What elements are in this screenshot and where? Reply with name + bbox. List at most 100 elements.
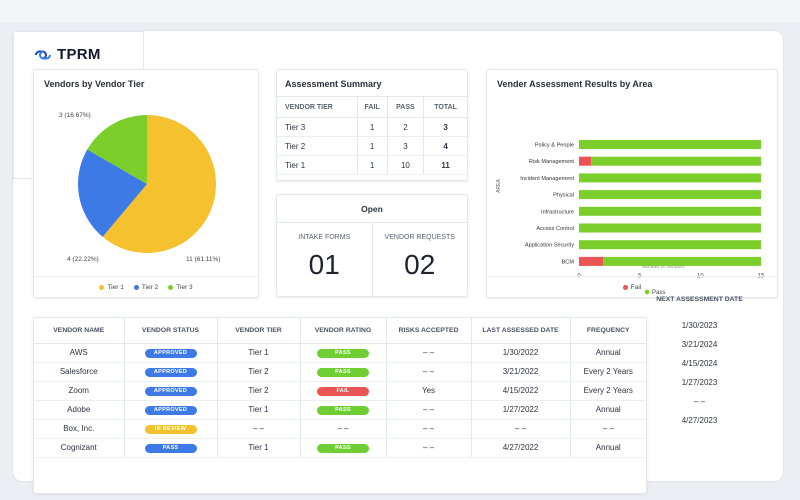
col-header-risks-accepted[interactable]: RISKS ACCEPTED xyxy=(385,318,471,344)
frequency: Annual xyxy=(569,400,646,420)
table-row[interactable]: Zoom APPROVED Tier 2 FAIL Yes 4/15/2022 Every … xyxy=(34,381,646,401)
next-assessment-date: 3/21/2024 xyxy=(681,340,718,349)
bar-pass[interactable] xyxy=(579,240,761,250)
legend-item-tier3[interactable]: Tier 3 xyxy=(168,284,193,291)
last-assessed-date: 1/30/2022 xyxy=(470,343,570,363)
card-title: Assessment Summary xyxy=(285,79,382,89)
intake-forms-stat[interactable]: INTAKE FORMS 01 xyxy=(277,223,372,298)
area-label: Risk Management xyxy=(529,159,575,165)
link-logo-icon xyxy=(35,50,51,59)
vendor-status-cell: APPROVED xyxy=(123,343,217,363)
legend-item-pass[interactable]: Pass xyxy=(644,289,666,296)
intake-forms-value: 01 xyxy=(308,249,340,280)
frequency: Every 2 Years xyxy=(569,362,646,382)
cell: 10 xyxy=(386,155,424,175)
legend-label: Tier 1 xyxy=(107,283,124,291)
rating-badge: FAIL xyxy=(317,387,369,396)
cell: 1 xyxy=(356,136,388,156)
table-row[interactable]: Adobe APPROVED Tier 1 PASS – –1/27/2022 Annua… xyxy=(34,400,646,420)
risks-accepted: – – xyxy=(385,419,471,439)
col-header-frequency[interactable]: FREQUENCY xyxy=(569,318,646,344)
col-header: PASS xyxy=(386,96,424,118)
legend-dot xyxy=(644,289,650,295)
table-row[interactable]: Cognizant PASS Tier 1 PASS – –4/27/2022 Annua… xyxy=(34,438,646,458)
vendor-rating-cell: PASS xyxy=(299,362,386,382)
status-badge: APPROVED xyxy=(144,368,197,377)
vendor-status-cell: APPROVED xyxy=(123,400,217,420)
vendor-name[interactable]: AWS xyxy=(34,343,124,363)
vendor-name[interactable]: Salesforce xyxy=(34,362,124,382)
bar-pass[interactable] xyxy=(579,223,761,233)
area-label: Physical xyxy=(553,193,574,199)
bar-pass[interactable] xyxy=(579,140,761,149)
frequency: Annual xyxy=(569,438,646,458)
legend-item-tier2[interactable]: Tier 2 xyxy=(133,283,159,291)
top-strip xyxy=(0,0,800,22)
area-label: Application Security xyxy=(525,243,574,249)
pie-slice-tier1[interactable] xyxy=(102,115,217,253)
vendor-name[interactable]: Zoom xyxy=(34,381,124,401)
cell: Tier 3 xyxy=(277,117,357,137)
vendor-rating-cell: PASS xyxy=(299,438,386,458)
vendor-name[interactable]: Cognizant xyxy=(34,438,124,458)
legend-label: Tier 2 xyxy=(141,283,159,291)
rating-text: – – xyxy=(337,424,349,433)
table-row: Tier 2 1 3 4 xyxy=(277,136,467,156)
vendor-tier: Tier 1 xyxy=(216,343,300,363)
area-label: Access Control xyxy=(536,226,574,232)
legend-label-fail[interactable]: Fail xyxy=(630,283,642,291)
col-header-vendor-status[interactable]: VENDOR STATUS xyxy=(123,318,217,344)
pie-slice-tier3[interactable] xyxy=(87,115,147,184)
bar-fail[interactable] xyxy=(579,256,604,266)
bar-pass[interactable] xyxy=(579,173,761,183)
area-label: BCM xyxy=(562,259,575,265)
area-label: Infrastructure xyxy=(541,209,574,215)
status-badge: APPROVED xyxy=(144,406,197,415)
vendor-name[interactable]: Adobe xyxy=(34,400,124,420)
vendor-name[interactable]: Box, Inc. xyxy=(34,419,124,439)
rating-badge: PASS xyxy=(317,444,369,453)
legend-dot xyxy=(168,284,174,290)
bar-pass[interactable] xyxy=(591,156,761,166)
col-header-vendor-tier[interactable]: VENDOR TIER xyxy=(216,318,300,344)
cell: Tier 1 xyxy=(277,155,357,175)
vendor-requests-label: VENDOR REQUESTS xyxy=(384,234,455,241)
col-header-vendor-rating[interactable]: VENDOR RATING xyxy=(299,318,386,344)
risks-accepted: – – xyxy=(385,438,471,458)
results-bar-chart: AREA Number of Vendors Policy & People Ri… xyxy=(496,140,765,296)
vendors-by-tier-card: Vendors by Vendor Tier 3 (16.67%) 4 (22.… xyxy=(33,69,259,298)
bar-pass[interactable] xyxy=(603,256,761,266)
vendor-rating-cell: PASS xyxy=(299,343,386,363)
table-row[interactable]: Box, Inc. IN REVIEW – – – – – – – – – – xyxy=(34,419,646,439)
next-assessment-date: 1/27/2023 xyxy=(681,378,718,387)
col-header: TOTAL xyxy=(423,96,467,118)
brand[interactable]: TPRM xyxy=(35,46,101,63)
table-row[interactable]: AWS APPROVED Tier 1 PASS – –1/30/2022 Annual xyxy=(34,343,646,363)
vendor-requests-stat[interactable]: VENDOR REQUESTS 02 xyxy=(371,223,468,298)
y-axis-label: AREA xyxy=(496,179,502,193)
bar-pass[interactable] xyxy=(579,206,761,216)
frequency: Every 2 Years xyxy=(569,381,646,401)
table-row[interactable]: Salesforce APPROVED Tier 2 PASS – –3/21/2022… xyxy=(34,362,646,382)
legend-item-tier1[interactable]: Tier 1 xyxy=(99,283,124,291)
bar-fail[interactable] xyxy=(579,156,592,166)
col-header-vendor-name[interactable]: VENDOR NAME xyxy=(34,318,124,344)
assessment-results-card: Vender Assessment Results by Area AREA N… xyxy=(486,69,778,298)
status-badge: APPROVED xyxy=(144,387,197,396)
cell: Tier 2 xyxy=(277,136,357,156)
last-assessed-date: 4/15/2022 xyxy=(470,381,570,401)
vendor-table-card: VENDOR NAME VENDOR STATUS VENDOR TIER VE… xyxy=(33,317,647,494)
pie-label-tier3: 3 (16.67%) xyxy=(59,112,91,119)
risks-accepted: Yes xyxy=(385,381,471,401)
vendor-tier: Tier 1 xyxy=(216,400,300,420)
col-header-last-assessed[interactable]: LAST ASSESSED DATE xyxy=(470,318,570,344)
rating-badge: PASS xyxy=(317,349,369,358)
card-title: Vendors by Vendor Tier xyxy=(44,79,145,89)
legend-dot xyxy=(133,284,139,290)
assessment-summary-card: Assessment Summary VENDOR TIER FAIL PASS… xyxy=(276,69,468,181)
pie-slice-tier2[interactable] xyxy=(78,149,147,237)
col-header: VENDOR TIER xyxy=(277,96,357,118)
tier-legend: Tier 1 Tier 2 Tier 3 xyxy=(34,276,258,297)
cell: 2 xyxy=(386,117,424,137)
bar-pass[interactable] xyxy=(579,190,761,200)
